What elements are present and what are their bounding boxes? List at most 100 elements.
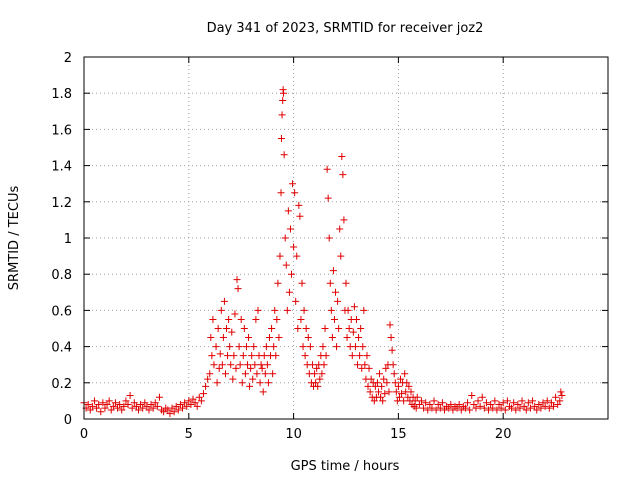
- data-point: [252, 315, 260, 323]
- data-point: [457, 406, 465, 414]
- data-point: [392, 388, 400, 396]
- data-point: [378, 382, 386, 390]
- data-point: [422, 399, 430, 407]
- y-tick-label: 1.2: [51, 196, 72, 211]
- data-point: [285, 288, 293, 296]
- data-point: [179, 404, 187, 412]
- data-point: [485, 406, 493, 414]
- data-point: [202, 382, 210, 390]
- data-point: [428, 404, 436, 412]
- data-point: [503, 397, 511, 405]
- x-axis-label: GPS time / hours: [291, 459, 400, 474]
- data-point: [314, 382, 322, 390]
- data-point: [116, 401, 124, 409]
- data-point: [276, 252, 284, 260]
- data-point: [105, 397, 113, 405]
- data-point: [151, 399, 159, 407]
- data-point: [124, 401, 132, 409]
- data-point: [145, 406, 153, 414]
- data-point: [217, 306, 225, 314]
- data-point: [147, 401, 155, 409]
- data-point: [376, 370, 384, 378]
- data-point: [370, 397, 378, 405]
- data-point: [476, 402, 484, 410]
- data-point: [101, 404, 109, 412]
- data-point: [367, 375, 375, 383]
- data-point: [242, 343, 250, 351]
- data-point: [210, 361, 218, 369]
- data-point: [514, 401, 522, 409]
- data-point: [84, 401, 92, 409]
- data-point: [197, 397, 205, 405]
- data-point: [274, 279, 282, 287]
- data-point: [482, 399, 490, 407]
- data-point: [533, 406, 541, 414]
- data-point: [531, 402, 539, 410]
- data-point: [556, 397, 564, 405]
- data-point: [294, 325, 302, 332]
- data-point: [426, 401, 434, 409]
- data-point: [311, 370, 319, 378]
- data-point: [226, 343, 234, 351]
- data-point: [120, 402, 128, 410]
- data-point: [466, 406, 474, 414]
- data-point: [390, 370, 398, 378]
- data-point: [510, 399, 518, 407]
- data-point: [286, 225, 294, 233]
- data-point: [245, 334, 253, 342]
- data-point: [357, 325, 365, 332]
- data-point: [126, 391, 134, 399]
- data-point: [335, 325, 343, 332]
- plot-frame: [83, 56, 609, 420]
- data-point: [340, 216, 348, 224]
- data-point: [241, 370, 249, 378]
- data-point: [373, 379, 381, 387]
- data-point: [328, 334, 336, 342]
- data-point: [522, 406, 530, 414]
- data-point: [424, 406, 432, 414]
- data-point: [268, 325, 276, 332]
- data-point: [269, 370, 277, 378]
- data-point: [489, 404, 497, 412]
- data-point: [386, 321, 394, 329]
- data-point: [254, 306, 262, 314]
- data-point: [396, 375, 404, 383]
- data-point: [193, 402, 201, 410]
- data-point: [130, 399, 138, 407]
- data-point: [262, 343, 270, 351]
- data-point: [526, 404, 534, 412]
- data-point: [247, 364, 255, 372]
- data-point: [134, 406, 142, 414]
- x-tick-label: 0: [80, 427, 88, 442]
- data-point: [172, 402, 180, 410]
- data-point: [297, 315, 305, 323]
- data-point: [388, 346, 396, 354]
- data-point: [215, 364, 223, 372]
- data-point: [403, 379, 411, 387]
- data-point: [284, 207, 292, 215]
- data-point: [231, 310, 239, 318]
- data-point: [302, 325, 310, 332]
- data-point: [529, 397, 537, 405]
- data-point: [394, 382, 402, 390]
- data-point: [233, 276, 241, 284]
- data-point: [342, 279, 350, 287]
- data-point: [468, 391, 476, 399]
- data-point: [295, 201, 303, 209]
- data-point: [227, 361, 235, 369]
- data-point: [166, 410, 174, 418]
- data-point: [204, 375, 212, 383]
- data-point: [325, 234, 333, 242]
- data-point: [491, 397, 499, 405]
- data-point: [385, 388, 393, 396]
- data-point: [296, 212, 304, 220]
- data-point: [400, 397, 408, 405]
- data-point: [316, 375, 324, 383]
- data-point: [243, 361, 251, 369]
- data-point: [339, 171, 347, 179]
- data-point: [512, 406, 520, 414]
- data-point: [185, 397, 193, 405]
- data-point: [334, 297, 342, 305]
- data-point: [350, 303, 358, 311]
- data-point: [199, 390, 207, 398]
